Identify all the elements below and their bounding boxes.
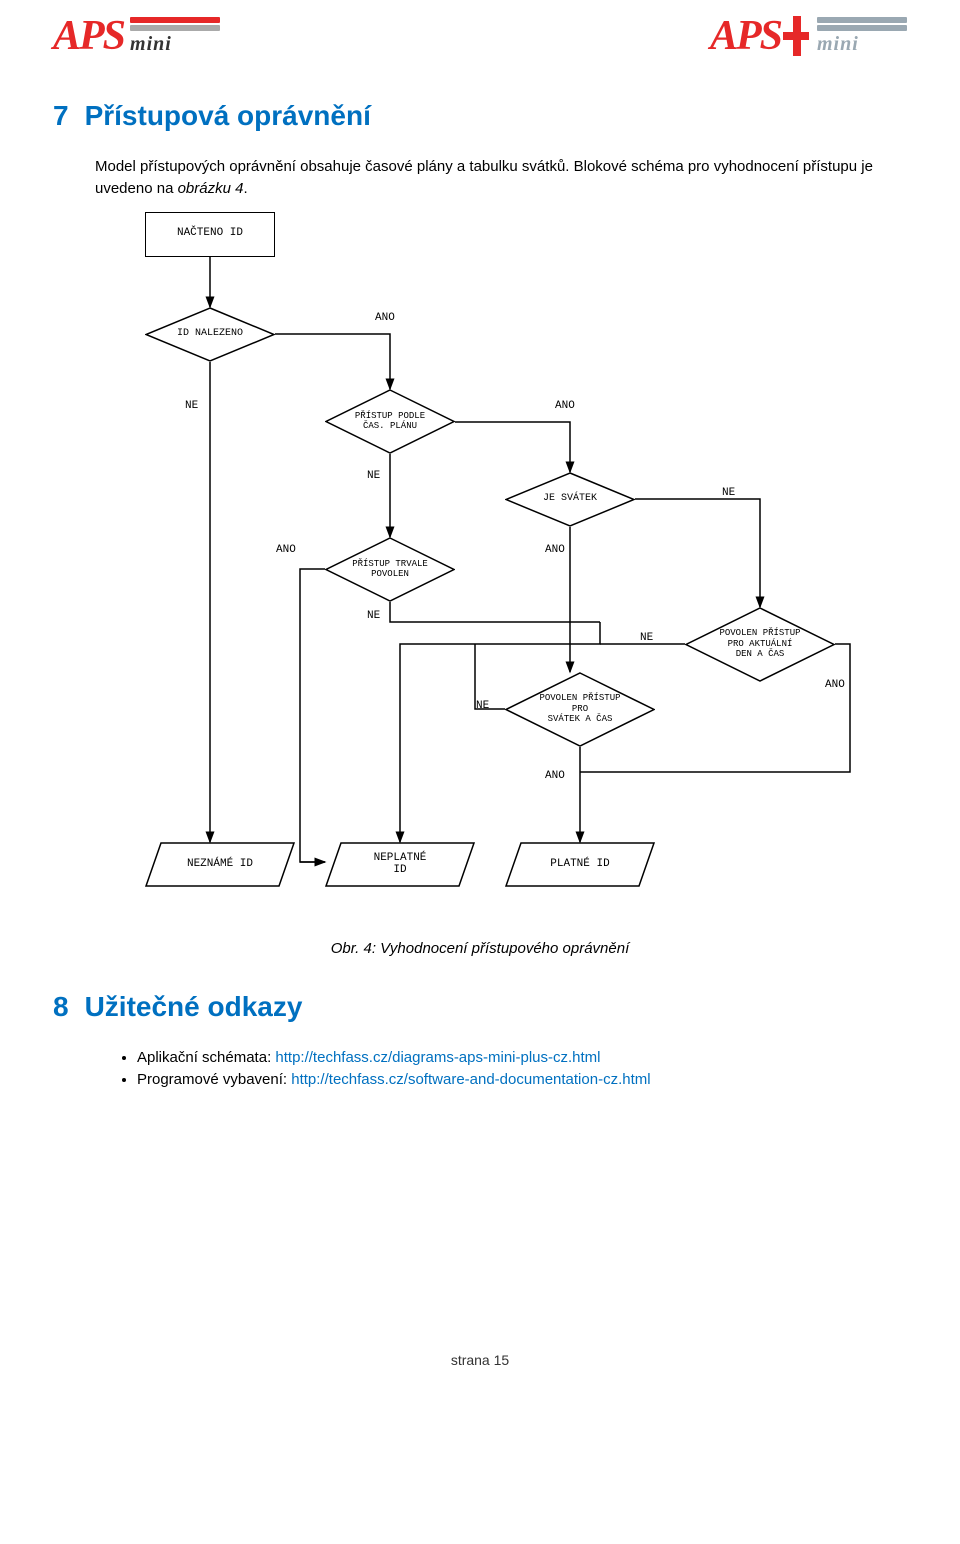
flowchart: NEANOANONENEANOANONENEANONEANONAČTENO ID… <box>100 212 860 922</box>
page-header: APS mini APS mini <box>53 12 907 60</box>
flow-io-platne: PLATNÉ ID <box>505 842 655 887</box>
link[interactable]: http://techfass.cz/diagrams-aps-mini-plu… <box>275 1049 600 1066</box>
flow-process-nacteno: NAČTENO ID <box>145 212 275 257</box>
flow-io-nezname: NEZNÁMÉ ID <box>145 842 295 887</box>
brand-text-right: APS <box>710 12 781 60</box>
flow-io-neplatne: NEPLATNÉID <box>325 842 475 887</box>
logo-left-sub: mini <box>130 17 220 56</box>
flow-decision-pristupplanu: PŘÍSTUP PODLEČAS. PLÁNU <box>325 389 455 454</box>
list-item: Programové vybavení: http://techfass.cz/… <box>137 1069 907 1092</box>
logo-right: APS mini <box>710 12 907 60</box>
links-list: Aplikační schémata: http://techfass.cz/d… <box>137 1047 907 1092</box>
list-item: Aplikační schémata: http://techfass.cz/d… <box>137 1047 907 1070</box>
logo-left: APS mini <box>53 12 220 60</box>
page-footer: strana 15 <box>53 1352 907 1368</box>
flow-decision-idnalezeno: ID NALEZENO <box>145 307 275 362</box>
section7-heading: 7Přístupová oprávnění <box>53 100 907 132</box>
flow-decision-svatekcas: POVOLEN PŘÍSTUPPROSVÁTEK A ČAS <box>505 672 655 747</box>
figure-caption: Obr. 4: Vyhodnocení přístupového oprávně… <box>53 940 907 957</box>
section8-heading: 8Užitečné odkazy <box>53 991 907 1023</box>
logo-right-sub: mini <box>817 17 907 56</box>
flow-decision-trvale: PŘÍSTUP TRVALEPOVOLEN <box>325 537 455 602</box>
flow-decision-jesvatek: JE SVÁTEK <box>505 472 635 527</box>
flow-decision-aktualni: POVOLEN PŘÍSTUPPRO AKTUÁLNÍDEN A ČAS <box>685 607 835 682</box>
link[interactable]: http://techfass.cz/software-and-document… <box>291 1071 650 1088</box>
brand-text: APS <box>53 12 124 60</box>
section7-paragraph: Model přístupových oprávnění obsahuje ča… <box>95 156 907 200</box>
